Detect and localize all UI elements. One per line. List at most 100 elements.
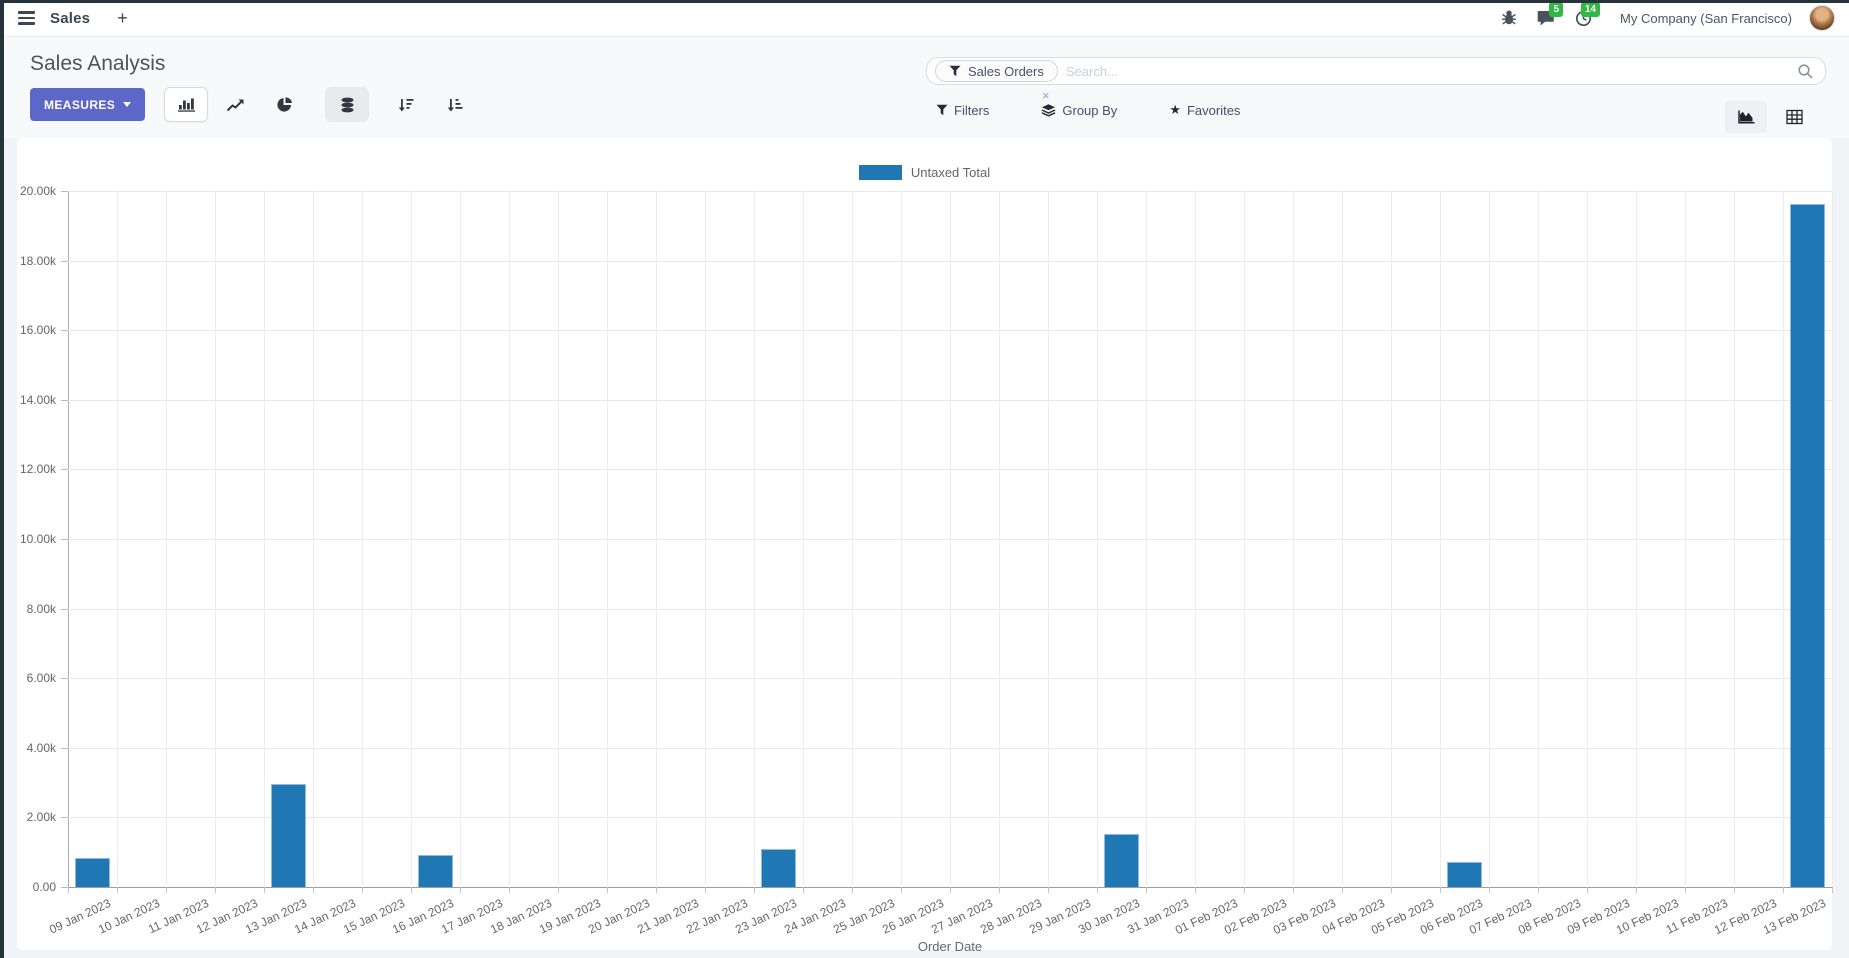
pivot-view-button[interactable] [1773,101,1815,133]
gridline-vertical [1636,191,1637,887]
x-tick-mark [1195,887,1196,893]
apps-menu-icon[interactable] [18,11,35,25]
plot-area: Order Date 0.00 2.00k 4.00k 6.00k 8.00k 10.00… [20,185,1833,954]
y-axis-tick-label: 4.00k [26,740,56,755]
y-axis-tick-label: 6.00k [26,671,56,686]
y-tick-mark [61,191,68,192]
debug-bug-icon[interactable] [1495,6,1523,30]
bar[interactable] [1790,204,1825,887]
gridline-vertical [1538,191,1539,887]
search-bar[interactable]: Sales Orders × [926,57,1826,102]
gridline-vertical [803,191,804,887]
y-axis-tick-label: 10.00k [19,532,56,546]
x-tick-mark [705,887,706,893]
legend-swatch [858,165,902,180]
gridline-vertical [999,191,1000,887]
new-record-button[interactable]: + [117,8,128,28]
gridline-vertical [1489,191,1490,887]
bar[interactable] [1104,834,1139,887]
gridline-vertical [1783,191,1784,887]
x-tick-mark [1244,887,1245,893]
search-icon[interactable] [1797,63,1814,85]
line-chart-mode-button[interactable] [213,87,257,122]
app-name[interactable]: Sales [50,9,91,27]
favorites-dropdown[interactable]: ★ Favorites [1169,102,1241,118]
gridline-vertical [1587,191,1588,887]
facet-remove-icon[interactable]: × [1042,88,1050,103]
stacked-toggle-button[interactable] [325,87,370,122]
bar-chart-mode-button[interactable] [164,87,209,122]
y-tick-mark [61,330,68,332]
x-tick-mark [1685,887,1686,893]
x-tick-mark [362,887,363,893]
user-avatar[interactable] [1809,5,1835,31]
gridline-vertical [313,191,314,887]
graph-view-button[interactable] [1725,101,1767,133]
bar[interactable] [1447,861,1482,887]
gridline-vertical [509,191,510,887]
y-axis-tick-label: 0.00 [32,880,56,894]
gridline-vertical [1734,191,1735,887]
gridline-vertical [1832,191,1833,887]
facet-label: Sales Orders [968,63,1044,79]
gridline-vertical [1685,191,1686,887]
gridline-vertical [754,191,755,887]
gridline-vertical [852,191,853,887]
x-tick-mark [166,887,167,893]
y-tick-mark [61,887,68,888]
measures-button[interactable]: MEASURES [30,88,146,121]
messages-icon[interactable]: 5 [1532,2,1564,30]
company-switcher[interactable]: My Company (San Francisco) [1620,10,1792,26]
activities-clock-icon[interactable]: 14 [1569,2,1601,30]
bar[interactable] [271,784,306,887]
y-tick-mark [61,539,68,540]
messages-count-badge: 5 [1549,2,1564,17]
y-axis-tick-label: 14.00k [19,392,56,407]
x-tick-mark [999,887,1000,893]
x-tick-mark [1146,887,1147,893]
gridline-vertical [607,191,608,887]
x-tick-mark [1489,887,1490,893]
gridline-vertical [166,191,167,887]
y-axis-tick-label: 12.00k [19,462,56,477]
y-axis-tick-label: 20.00k [19,184,56,198]
gridline-vertical [1440,191,1441,887]
x-tick-mark [1538,887,1539,893]
group-by-dropdown[interactable]: Group By [1041,103,1117,118]
y-axis-tick-label: 8.00k [26,601,56,616]
bar[interactable] [418,854,453,887]
pie-chart-mode-button[interactable] [262,87,306,122]
filters-dropdown[interactable]: Filters [936,103,989,118]
gridline-vertical [1293,191,1294,887]
gridline-vertical [1244,191,1245,887]
bar[interactable] [761,848,796,887]
x-tick-mark [558,887,559,893]
gridline-vertical [215,191,216,887]
chart-legend[interactable]: Untaxed Total [17,165,1832,180]
x-tick-mark [117,887,118,893]
y-tick-mark [61,817,68,819]
search-input[interactable] [1065,63,1791,79]
x-tick-mark [68,887,69,893]
gridline-vertical [411,191,412,887]
search-facet-sales-orders[interactable]: Sales Orders [935,60,1058,82]
x-tick-mark [1048,887,1049,893]
star-icon: ★ [1169,102,1181,117]
page-title: Sales Analysis [30,52,166,75]
y-tick-mark [61,678,68,680]
y-tick-mark [61,747,68,749]
sort-ascending-button[interactable] [433,87,477,122]
gridline-vertical [705,191,706,887]
gridline-vertical [1097,191,1098,887]
sort-descending-button[interactable] [384,87,428,122]
filter-funnel-icon [949,65,961,77]
x-tick-mark [1293,887,1294,893]
x-tick-mark [1636,887,1637,893]
x-tick-mark [1440,887,1441,893]
x-tick-mark [950,887,951,893]
x-tick-mark [1391,887,1392,893]
bar[interactable] [75,857,110,887]
y-tick-mark [61,608,68,610]
activities-count-badge: 14 [1580,2,1601,17]
gridline-vertical [1146,191,1147,887]
